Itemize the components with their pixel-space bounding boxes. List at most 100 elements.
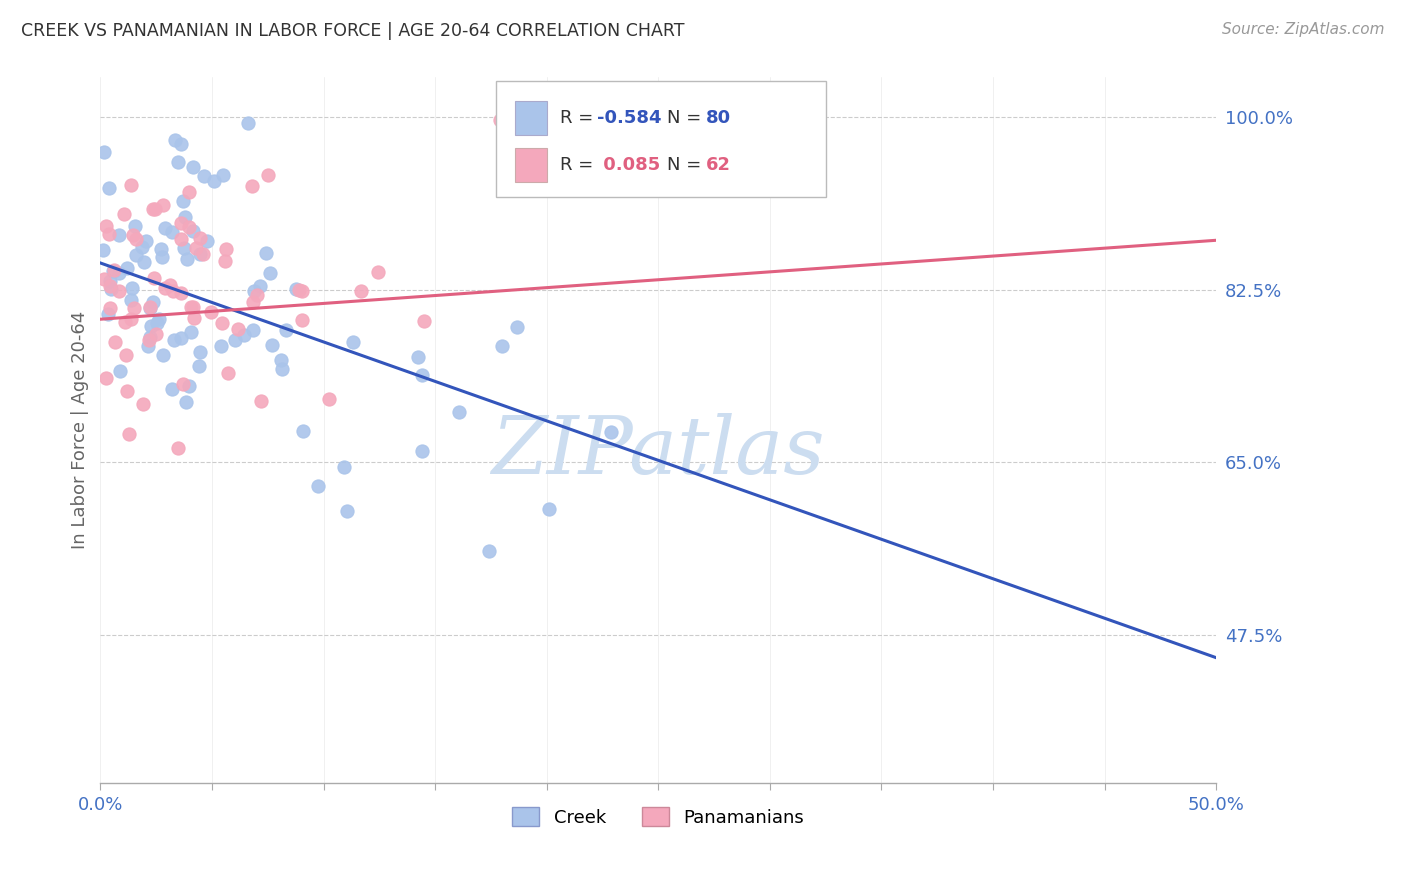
Point — [291, 284, 314, 298]
Point — [120, 178, 142, 193]
Point — [291, 312, 314, 326]
FancyBboxPatch shape — [516, 148, 547, 182]
Point — [250, 393, 273, 408]
Point — [180, 325, 202, 339]
Point — [172, 377, 194, 392]
Point — [122, 301, 145, 315]
Point — [108, 285, 131, 299]
Point — [139, 330, 162, 344]
FancyBboxPatch shape — [516, 102, 547, 136]
Point — [143, 202, 166, 216]
Point — [125, 248, 148, 262]
Point — [177, 185, 200, 199]
Point — [447, 405, 470, 419]
Point — [217, 366, 239, 380]
Point — [242, 323, 264, 337]
Point — [202, 173, 225, 187]
Point — [342, 334, 364, 349]
Point — [114, 315, 136, 329]
Point — [142, 271, 165, 285]
Point — [148, 312, 170, 326]
Point — [177, 219, 200, 234]
Point — [214, 242, 236, 256]
Point — [98, 274, 121, 288]
Point — [176, 252, 198, 267]
Point — [413, 314, 436, 328]
Point — [411, 368, 433, 382]
Point — [124, 219, 146, 234]
Point — [93, 272, 115, 286]
Point — [184, 241, 207, 255]
Point — [118, 426, 141, 441]
Point — [114, 348, 136, 362]
Point — [173, 241, 195, 255]
Point — [153, 281, 176, 295]
Point — [262, 337, 284, 351]
Point — [259, 266, 281, 280]
Point — [132, 255, 155, 269]
Point — [162, 284, 184, 298]
Point — [112, 207, 135, 221]
Point — [170, 216, 193, 230]
Point — [120, 312, 142, 326]
Text: 0.085: 0.085 — [598, 156, 661, 174]
Point — [276, 323, 298, 337]
Text: 62: 62 — [706, 156, 731, 174]
Point — [139, 318, 162, 333]
Point — [226, 322, 249, 336]
Point — [142, 202, 165, 217]
Point — [138, 334, 160, 348]
Point — [170, 285, 193, 300]
Point — [257, 168, 280, 182]
Point — [209, 339, 232, 353]
Point — [108, 266, 131, 280]
Point — [173, 210, 195, 224]
Point — [132, 397, 155, 411]
Point — [333, 460, 356, 475]
Point — [93, 145, 115, 160]
Point — [98, 301, 121, 315]
Point — [120, 293, 142, 307]
Text: Source: ZipAtlas.com: Source: ZipAtlas.com — [1222, 22, 1385, 37]
Point — [125, 232, 148, 246]
Text: R =: R = — [560, 156, 599, 174]
Y-axis label: In Labor Force | Age 20-64: In Labor Force | Age 20-64 — [72, 311, 89, 549]
Point — [240, 178, 263, 193]
Point — [214, 253, 236, 268]
Point — [232, 327, 254, 342]
Point — [224, 334, 246, 348]
Text: -0.584: -0.584 — [598, 110, 661, 128]
Point — [98, 181, 121, 195]
Point — [167, 442, 190, 456]
Point — [478, 544, 501, 558]
Point — [94, 219, 117, 234]
Point — [270, 361, 292, 376]
Point — [600, 425, 623, 439]
Point — [246, 287, 269, 301]
Point — [188, 247, 211, 261]
Point — [350, 284, 373, 298]
Point — [489, 113, 512, 128]
Point — [142, 294, 165, 309]
Point — [181, 224, 204, 238]
Point — [139, 301, 162, 315]
Point — [103, 264, 125, 278]
Point — [150, 250, 173, 264]
Point — [367, 265, 389, 279]
Point — [172, 194, 194, 208]
Point — [100, 282, 122, 296]
Point — [179, 378, 201, 392]
Point — [307, 479, 329, 493]
Point — [183, 160, 205, 174]
Point — [91, 243, 114, 257]
Point — [170, 331, 193, 345]
Text: ZIPatlas: ZIPatlas — [492, 413, 825, 491]
Point — [238, 116, 260, 130]
Point — [170, 137, 193, 152]
Text: N =: N = — [668, 156, 707, 174]
Point — [188, 359, 211, 373]
Point — [254, 246, 277, 260]
Legend: Creek, Panamanians: Creek, Panamanians — [505, 800, 811, 834]
Point — [181, 300, 204, 314]
Point — [170, 232, 193, 246]
